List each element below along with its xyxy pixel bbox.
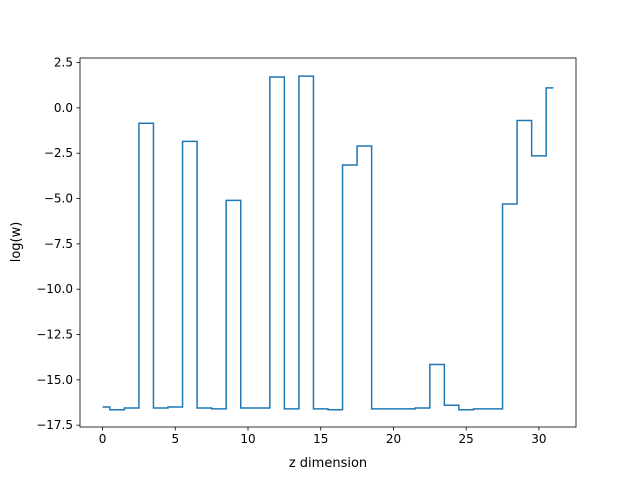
x-axis-label: z dimension — [289, 456, 367, 471]
x-tick-label: 10 — [240, 432, 255, 446]
plot-area — [79, 57, 577, 428]
plot-frame — [79, 57, 577, 428]
y-axis-label: log(w) — [9, 222, 24, 263]
x-tick-label: 30 — [531, 432, 546, 446]
y-tick-label: −15.0 — [36, 373, 73, 387]
y-tick-label: −17.5 — [36, 418, 73, 432]
y-tick-label: −12.5 — [36, 328, 73, 342]
x-axis: 0 5 10 15 20 25 30 — [99, 427, 547, 446]
y-tick-label: −7.5 — [44, 237, 73, 251]
x-tick-label: 20 — [386, 432, 401, 446]
x-tick-label: 15 — [313, 432, 328, 446]
y-tick-label: −2.5 — [44, 146, 73, 160]
y-tick-label: −10.0 — [36, 282, 73, 296]
x-tick-label: 5 — [171, 432, 179, 446]
x-tick-label: 0 — [99, 432, 107, 446]
y-tick-label: −5.0 — [44, 192, 73, 206]
x-tick-label: 25 — [459, 432, 474, 446]
y-tick-label: 2.5 — [54, 56, 73, 70]
y-tick-label: 0.0 — [54, 101, 73, 115]
series-line-0 — [102, 75, 554, 411]
y-axis: 2.5 0.0 −2.5 −5.0 −7.5 −10.0 −12.5 −15.0 −17.5 — [36, 56, 80, 432]
